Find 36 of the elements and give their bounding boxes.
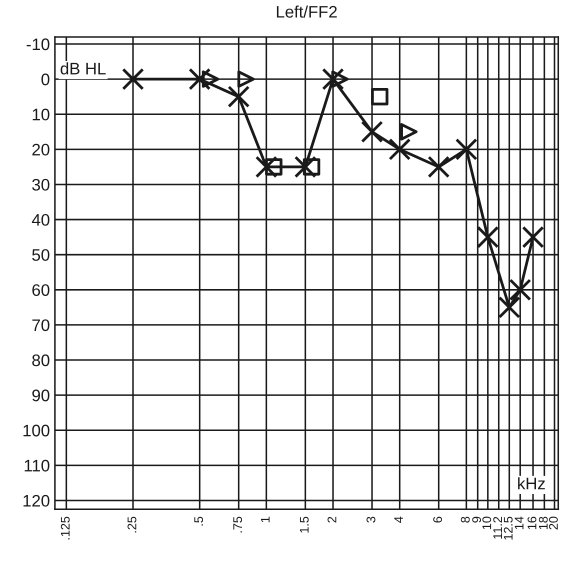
x-tick-label: .125: [60, 516, 70, 540]
y-tick-label: 110: [24, 460, 50, 472]
y-tick-label: 80: [32, 354, 50, 366]
x-tick-label: 4: [394, 516, 403, 523]
y-tick-label: 40: [32, 214, 50, 226]
x-tick-label: 16: [528, 516, 536, 530]
x-tick-label: 18: [538, 516, 548, 530]
x-tick-label: 1.5: [300, 516, 309, 533]
y-tick-label: 70: [32, 319, 50, 332]
x-tick-label: 11.2: [493, 516, 502, 539]
x-tick-label: .75: [233, 516, 242, 532]
y-tick-label: 30: [32, 178, 50, 191]
y-tick-label: 100: [24, 424, 50, 436]
y-tick-label: 20: [32, 144, 50, 156]
y-tick-label: 0: [41, 74, 50, 86]
x-tick-label: 1: [260, 516, 270, 522]
chart-title: Left/FF2: [276, 5, 337, 18]
x-axis-title: kHz: [518, 477, 545, 490]
x-tick-label: .5: [194, 516, 204, 526]
x-tick-label: 6: [433, 516, 442, 523]
y-tick-label: 60: [32, 284, 50, 296]
x-tick-label: 3: [366, 516, 376, 523]
y-tick-label: 10: [32, 108, 50, 120]
x-tick-label: 10: [482, 516, 492, 530]
x-tick-label: .25: [128, 516, 136, 532]
y-tick-label: 90: [32, 390, 50, 402]
x-tick-label: 14: [514, 516, 524, 530]
x-tick-label: 2: [328, 516, 336, 523]
y-tick-label: -10: [26, 38, 50, 50]
x-tick-label: 20: [549, 516, 558, 530]
y-axis-title: dB HL: [60, 62, 106, 75]
x-tick-label: 8: [460, 516, 470, 523]
y-tick-label: 50: [32, 249, 50, 261]
y-tick-label: 120: [24, 494, 50, 507]
x-tick-label: 12.5: [504, 516, 513, 540]
x-tick-label: 9: [472, 516, 482, 523]
